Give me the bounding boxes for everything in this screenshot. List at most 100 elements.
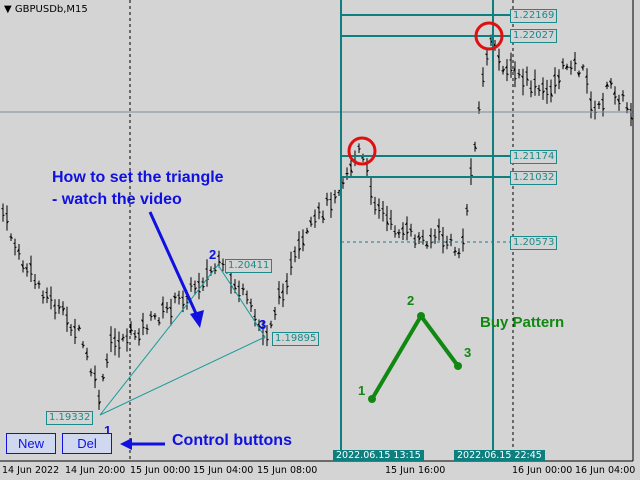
price-bar <box>370 195 373 198</box>
time-tick: 15 Jun 16:00 <box>385 465 446 476</box>
price-bar <box>141 319 144 323</box>
price-bar <box>566 65 569 69</box>
price-bar <box>334 196 337 200</box>
price-bar <box>474 145 477 150</box>
price-bar <box>458 252 461 255</box>
price-bar <box>285 279 288 283</box>
price-bar <box>497 55 500 59</box>
price-bar <box>293 250 296 253</box>
price-bar <box>198 290 201 293</box>
price-bar <box>122 336 125 339</box>
price-bar <box>486 58 489 60</box>
price-bar <box>173 295 176 299</box>
pattern-point-label: 1 <box>358 383 366 398</box>
price-bar <box>598 103 601 106</box>
time-tick: 16 Jun 00:00 <box>512 465 573 476</box>
time-tick: 15 Jun 00:00 <box>130 465 191 476</box>
triangle-point-label: 3 <box>259 317 267 332</box>
price-bar <box>553 73 556 77</box>
del-button[interactable]: Del <box>62 433 112 454</box>
price-bar <box>554 84 557 88</box>
price-bar <box>301 236 304 238</box>
price-bar <box>10 236 13 239</box>
pattern-point-marker <box>368 395 376 403</box>
price-bar <box>537 88 540 90</box>
price-bar <box>333 193 336 196</box>
price-bar <box>253 315 256 318</box>
price-bar <box>313 214 316 217</box>
price-bar <box>273 309 276 313</box>
price-bar <box>522 84 525 87</box>
price-bar <box>366 169 369 173</box>
price-bar <box>137 332 140 335</box>
price-bar <box>102 376 105 380</box>
price-bar <box>626 107 629 111</box>
price-bar <box>538 89 541 92</box>
triangle-down-icon[interactable]: ▼ <box>4 4 12 15</box>
price-bar <box>402 232 405 236</box>
price-bar <box>261 326 264 329</box>
price-bar <box>9 235 12 238</box>
price-bar <box>98 401 101 405</box>
price-bar <box>182 303 185 307</box>
price-bar <box>94 378 97 382</box>
price-bar <box>438 230 441 233</box>
price-bar <box>461 235 464 239</box>
price-tag: 1.21032 <box>510 171 558 185</box>
price-bar <box>157 319 160 322</box>
pattern-point-label: 3 <box>464 345 472 360</box>
price-bar <box>386 220 389 226</box>
price-bar <box>585 75 588 78</box>
price-bar <box>413 237 416 240</box>
price-bar <box>421 235 424 238</box>
price-bar <box>69 326 72 329</box>
price-bar <box>181 296 184 299</box>
price-bar <box>209 269 212 271</box>
price-bar <box>82 344 85 347</box>
price-bar <box>613 91 616 95</box>
price-bar <box>589 98 592 102</box>
price-bar <box>250 304 253 308</box>
price-bar <box>597 102 600 106</box>
price-bar <box>518 73 521 76</box>
price-bar <box>13 242 16 244</box>
price-bar <box>174 296 177 299</box>
price-bar <box>229 273 232 276</box>
price-bar <box>270 324 273 327</box>
price-bar <box>541 82 544 85</box>
price-tag: 1.19332 <box>46 411 94 425</box>
price-bar <box>314 220 317 223</box>
price-bar <box>25 267 28 271</box>
price-bar <box>373 201 376 204</box>
price-bar <box>382 212 385 214</box>
price-bar <box>302 242 305 246</box>
price-bar <box>93 372 96 375</box>
chart-title: ▼ GBPUSDb,M15 <box>4 4 88 15</box>
price-bar <box>498 60 501 64</box>
price-bar <box>114 345 117 348</box>
price-bar <box>46 295 49 299</box>
price-bar <box>482 80 485 83</box>
time-tick: 16 Jun 04:00 <box>575 465 636 476</box>
price-bar <box>558 80 561 84</box>
price-bar <box>178 296 181 299</box>
price-bar <box>457 251 460 255</box>
price-bar <box>74 336 77 339</box>
price-bar <box>521 75 524 79</box>
price-bar <box>177 294 180 296</box>
price-bar <box>602 107 605 111</box>
price-bar <box>146 327 149 330</box>
price-bar <box>62 307 65 312</box>
price-bar <box>205 268 208 270</box>
new-button[interactable]: New <box>6 433 56 454</box>
price-bar <box>118 347 121 349</box>
price-bar <box>6 220 9 224</box>
price-bar <box>322 216 325 221</box>
price-bar <box>390 223 393 226</box>
price-bar <box>349 163 352 167</box>
price-bar <box>550 92 553 97</box>
price-bar <box>197 280 200 284</box>
price-bar <box>29 262 32 266</box>
price-bar <box>254 318 257 321</box>
